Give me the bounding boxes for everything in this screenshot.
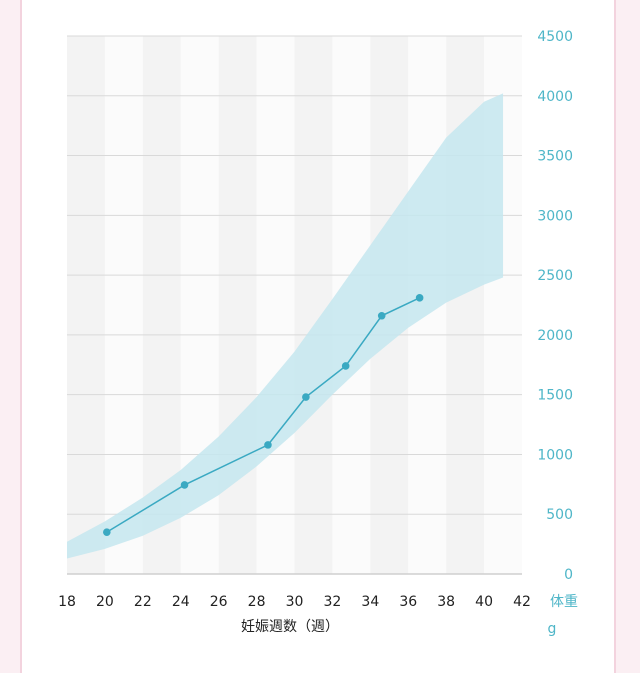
x-tick-label: 30 [286,594,304,610]
x-tick-label: 20 [96,594,114,610]
x-tick-label: 36 [399,594,417,610]
y-tick-label: 0 [564,567,573,583]
normal-range-band [67,93,504,559]
left-panel-edge [0,0,22,673]
x-tick-label: 38 [437,594,455,610]
y-tick-label: 3500 [537,149,573,165]
y-tick-label: 4000 [537,89,573,105]
y-tick-label: 500 [546,507,573,523]
data-point [264,441,272,449]
weight-points [103,294,424,536]
x-tick-label: 34 [361,594,379,610]
right-panel-edge [614,0,640,673]
data-point [377,311,386,320]
y-unit-label: 体重 [550,594,578,610]
y-tick-label: 2500 [537,268,573,284]
column-stripe [104,36,143,574]
x-tick-label: 28 [248,594,266,610]
data-point [180,481,189,489]
x-tick-label: 40 [475,594,493,610]
column-stripe [294,36,333,574]
x-tick-label: 26 [210,594,228,610]
y-tick-label: 4500 [537,29,573,45]
x-axis-title: 妊娠週数（週） [241,619,339,635]
column-stripes [67,36,522,574]
y-tick-label: 1500 [537,388,573,404]
y-tick-labels: 0 500 1000 1500 2000 2500 3000 3500 4000 4500 [537,29,573,583]
y-tick-label: 2000 [537,328,573,344]
x-tick-label: 24 [172,594,190,610]
data-point [302,393,310,401]
y-tick-label: 3000 [537,208,573,224]
x-tick-labels: 18 20 22 24 26 28 30 32 34 36 38 40 42 [58,594,531,610]
data-point [103,528,111,536]
x-tick-label: 32 [324,594,342,610]
x-tick-label: 42 [513,594,531,610]
column-stripe [256,36,295,574]
x-tick-label: 22 [134,594,152,610]
x-tick-label: 18 [58,594,76,610]
data-point [341,362,350,370]
column-stripe [218,36,257,574]
data-point [415,294,424,302]
y-tick-label: 1000 [537,447,573,463]
column-stripe [67,36,105,574]
y-unit-g-label: g [548,621,557,637]
